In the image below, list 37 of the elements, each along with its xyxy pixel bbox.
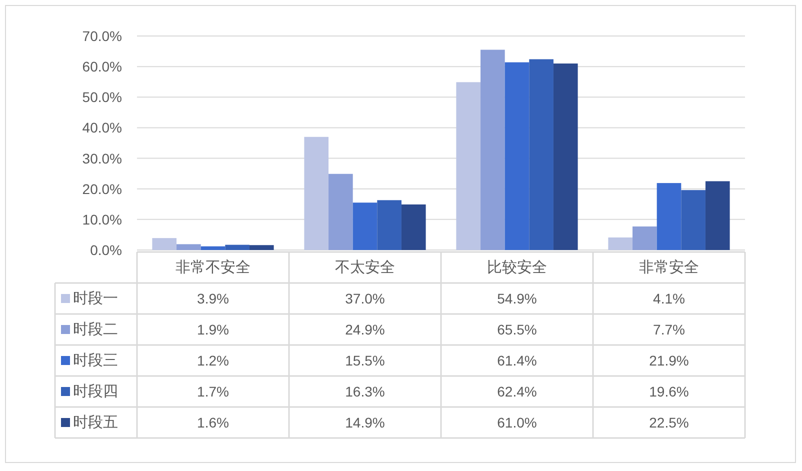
value-label: 1.6% <box>197 414 229 430</box>
value-label: 1.7% <box>197 384 229 400</box>
value-label: 19.6% <box>649 384 689 400</box>
value-label: 3.9% <box>197 290 229 306</box>
y-tick: 30.0% <box>82 150 122 166</box>
value-label: 65.5% <box>497 322 537 338</box>
legend-label: 时段三 <box>73 352 118 369</box>
y-tick: 50.0% <box>82 89 122 106</box>
y-tick: 70.0% <box>82 28 122 44</box>
category: 不太安全 <box>335 259 395 276</box>
value-label: 61.4% <box>497 352 537 368</box>
value-label: 37.0% <box>345 290 385 306</box>
value-label: 7.7% <box>653 322 685 338</box>
value-label: 1.2% <box>197 352 229 368</box>
category: 非常不安全 <box>176 259 250 276</box>
value-label: 16.3% <box>345 384 385 400</box>
value-label: 1.9% <box>197 322 229 338</box>
legend-label: 时段二 <box>73 321 118 338</box>
value-label: 21.9% <box>649 352 689 368</box>
value-label: 22.5% <box>649 414 689 430</box>
legend-label: 时段五 <box>73 414 118 431</box>
value-label: 14.9% <box>345 414 385 430</box>
legend-label: 时段四 <box>73 383 118 400</box>
legend-label: 时段一 <box>73 290 118 307</box>
category: 非常安全 <box>639 259 699 276</box>
value-label: 15.5% <box>345 352 385 368</box>
value-label: 62.4% <box>497 384 537 400</box>
y-tick: 20.0% <box>82 180 122 197</box>
y-tick: 40.0% <box>82 120 122 136</box>
y-tick: 10.0% <box>82 211 122 228</box>
value-label: 54.9% <box>497 290 537 306</box>
value-label: 61.0% <box>497 414 537 430</box>
category: 比较安全 <box>487 259 547 276</box>
value-label: 24.9% <box>345 322 385 338</box>
y-tick: 60.0% <box>82 58 122 75</box>
value-label: 4.1% <box>653 290 685 306</box>
y-tick: 0.0% <box>90 242 122 258</box>
